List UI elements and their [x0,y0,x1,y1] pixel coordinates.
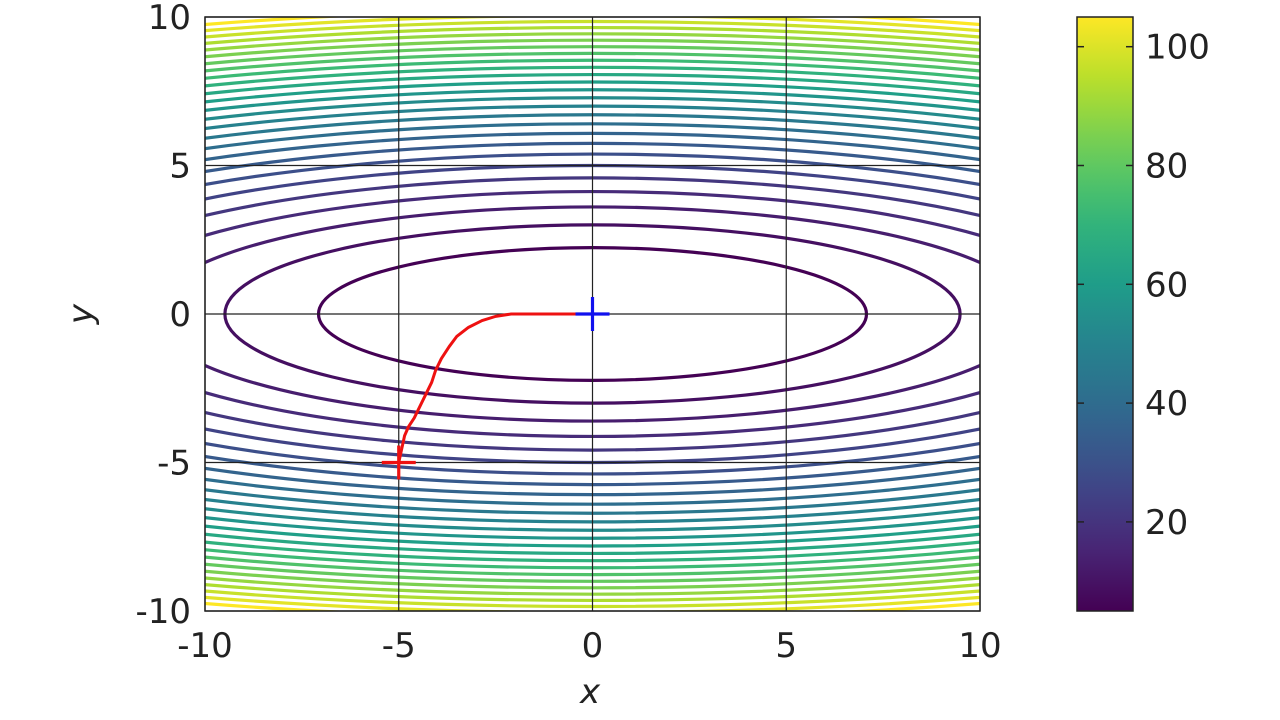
y-tick-label: 5 [169,147,191,187]
y-tick-label: -5 [157,444,191,484]
y-axis-ticks: -10 -5 0 5 10 [135,0,191,632]
colorbar-ticks: 20 40 60 80 100 [1077,28,1210,543]
x-tick-label: -5 [382,626,416,666]
x-tick-label: 0 [582,626,604,666]
start-marker [381,445,416,480]
trajectory-line [397,312,593,463]
x-axis-ticks: -10 -5 0 5 10 [177,626,1001,666]
colorbar-tick-label: 100 [1145,28,1210,68]
minimum-marker [575,297,610,331]
colorbar-tick-label: 80 [1145,147,1188,187]
colorbar-tick-label: 20 [1145,503,1188,543]
trajectory-layer [381,297,610,480]
y-axis-label: y [61,303,101,325]
y-tick-label: 0 [169,295,191,335]
colorbar-tick-label: 60 [1145,265,1188,305]
colorbar [1076,16,1134,612]
x-axis-label: x [579,672,601,712]
colorbar-tick-label: 40 [1145,384,1188,424]
plot-frame [204,16,981,612]
y-tick-label: -10 [135,592,191,632]
y-tick-label: 10 [148,0,191,38]
x-tick-label: 10 [958,626,1001,666]
x-tick-label: 5 [775,626,797,666]
x-tick-label: -10 [177,626,233,666]
